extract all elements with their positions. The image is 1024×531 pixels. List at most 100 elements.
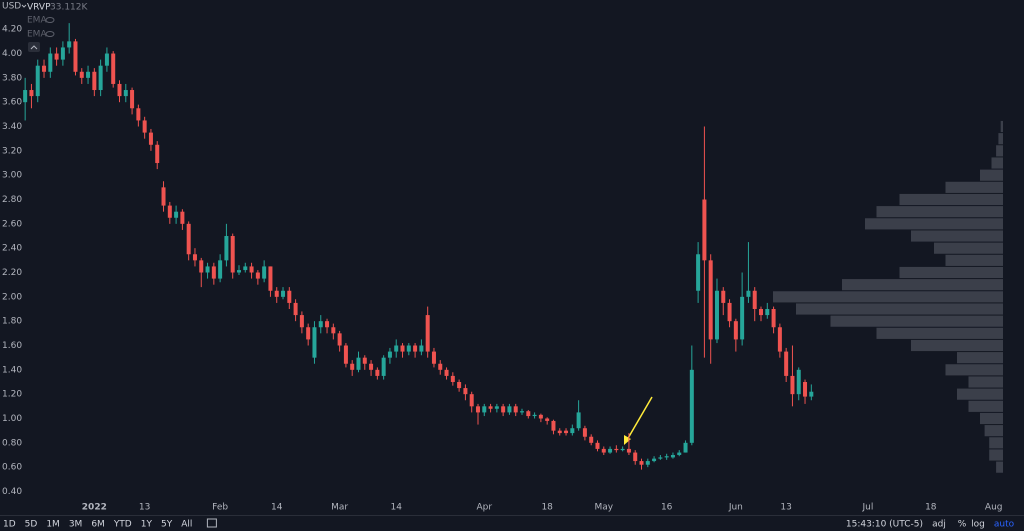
volume-profile-bar — [984, 425, 1003, 437]
candle-body — [431, 351, 436, 364]
candle-body — [702, 199, 707, 261]
candle-body — [501, 406, 506, 413]
candle-body — [268, 266, 273, 291]
collapse-icon — [30, 45, 38, 50]
candle-body — [708, 260, 713, 340]
date-range-icon[interactable] — [206, 518, 217, 528]
candle-body — [614, 448, 619, 451]
candle-body — [777, 327, 782, 352]
volume-profile-bar — [899, 193, 1003, 206]
candle-body — [130, 90, 135, 109]
candle-body — [224, 236, 229, 261]
candle-body — [633, 452, 638, 462]
range-button[interactable]: 1Y — [141, 520, 153, 530]
volume-profile-bar — [842, 279, 1003, 291]
candle-body — [620, 448, 625, 451]
candle-body — [545, 418, 550, 421]
indicator-name: EMA — [27, 16, 47, 26]
volume-profile-bar — [911, 230, 1003, 242]
currency[interactable]: USD — [2, 2, 21, 12]
range-button[interactable]: YTD — [113, 520, 132, 530]
candle-body — [557, 430, 562, 434]
candle-body — [29, 90, 34, 97]
indicator-name: EMA — [27, 30, 47, 40]
scale-option[interactable]: log — [971, 520, 985, 530]
x-tick-label: Mar — [331, 503, 348, 513]
y-tick-label: 0.40 — [2, 487, 22, 497]
candle-body — [790, 375, 795, 395]
candle-body — [86, 71, 91, 78]
candle-body — [98, 65, 103, 91]
scale-option[interactable]: adj — [932, 520, 946, 530]
y-tick-label: 4.20 — [2, 25, 22, 35]
candle-body — [475, 406, 480, 413]
candle-body — [450, 375, 455, 382]
candle-body — [551, 420, 556, 431]
visibility-icon[interactable] — [45, 31, 55, 37]
volume-profile-bar — [796, 303, 1003, 315]
candle-body — [457, 381, 462, 389]
range-button[interactable]: 5D — [25, 520, 38, 530]
x-tick-label: 18 — [925, 503, 937, 513]
candle-body — [199, 260, 204, 273]
arrow-head — [624, 435, 631, 445]
candle-body — [192, 254, 197, 261]
volume-profile-bar — [998, 133, 1003, 145]
volume-profile-bar — [865, 218, 1003, 230]
candle-body — [42, 65, 47, 72]
candle-body — [394, 345, 399, 352]
volume-profile-bar — [945, 254, 1003, 266]
candle-body — [205, 266, 210, 273]
scale-option[interactable]: % — [958, 520, 967, 530]
collapse-button[interactable] — [28, 42, 40, 52]
candle-body — [664, 456, 669, 458]
y-tick-label: 2.00 — [2, 292, 22, 302]
candle-body — [243, 266, 248, 271]
candle-body — [683, 442, 688, 453]
volume-profile-bar — [996, 461, 1003, 473]
candle-body — [218, 260, 223, 279]
y-tick-label: 2.60 — [2, 219, 22, 229]
candle-body — [595, 442, 600, 449]
x-tick-label: 14 — [271, 503, 283, 513]
y-tick-label: 3.20 — [2, 146, 22, 156]
candle-body — [136, 108, 141, 121]
candle-body — [771, 309, 776, 328]
volume-profile-bar — [980, 169, 1003, 181]
range-button[interactable]: 1D — [3, 520, 16, 530]
candle-body — [54, 53, 59, 60]
x-tick-label: Aug — [985, 503, 1003, 513]
currency-dropdown[interactable] — [21, 4, 27, 8]
volume-profile-bar — [989, 449, 1003, 461]
range-button[interactable]: 3M — [69, 520, 83, 530]
candle-body — [689, 369, 694, 443]
visibility-icon[interactable] — [45, 17, 55, 23]
y-tick-label: 3.40 — [2, 122, 22, 132]
candle-body — [262, 266, 267, 279]
candle-body — [155, 144, 160, 164]
candle-body — [714, 290, 719, 340]
range-button[interactable]: 5Y — [161, 520, 173, 530]
range-button[interactable]: 6M — [91, 520, 105, 530]
candle-body — [608, 448, 613, 453]
y-tick-label: 3.00 — [2, 171, 22, 181]
candle-body — [752, 290, 757, 310]
y-tick-label: 3.80 — [2, 73, 22, 83]
candle-body — [626, 448, 631, 453]
candle-body — [180, 211, 185, 224]
candle-body — [639, 461, 644, 465]
candle-body — [343, 345, 348, 364]
candle-body — [438, 363, 443, 370]
candle-body — [23, 90, 28, 103]
volume-profile-bar — [773, 291, 1003, 303]
range-button[interactable]: 1M — [46, 520, 60, 530]
y-tick-label: 2.40 — [2, 244, 22, 254]
scale-option[interactable]: auto — [994, 520, 1015, 530]
range-button[interactable]: All — [181, 520, 192, 530]
x-tick-label: Jul — [861, 503, 873, 513]
candle-body — [281, 290, 286, 297]
x-tick-label: 2022 — [82, 503, 107, 513]
candle-body — [400, 345, 405, 352]
candle-body — [444, 369, 449, 376]
y-tick-label: 1.00 — [2, 414, 22, 424]
